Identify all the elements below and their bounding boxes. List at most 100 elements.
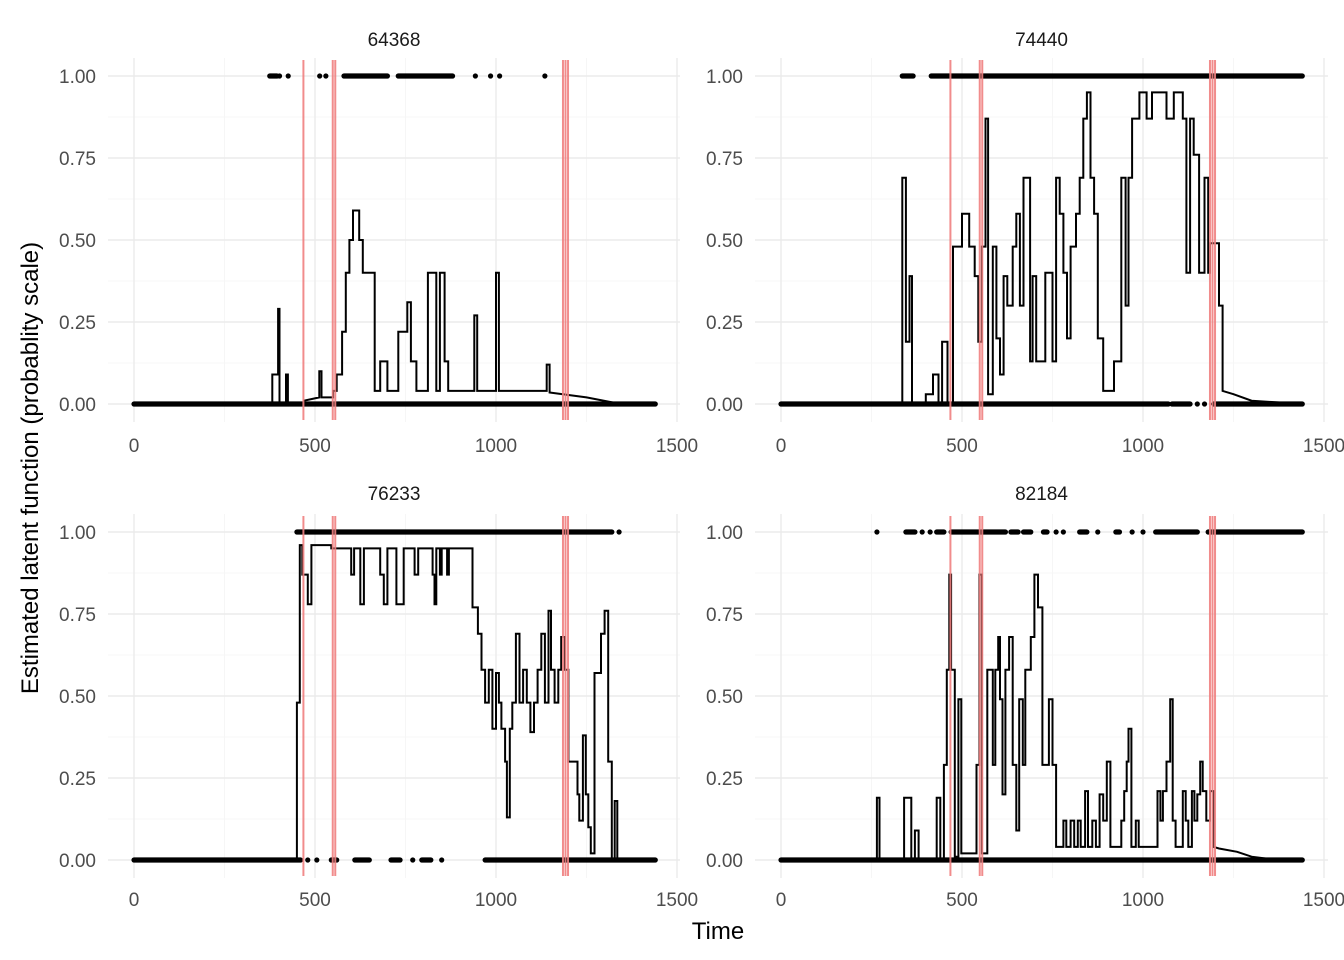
x-axis-title: Time (692, 918, 744, 945)
x-tick-label: 500 (299, 890, 331, 911)
x-tick-label: 500 (946, 436, 978, 457)
point-y1 (919, 529, 925, 535)
point-y0-run (419, 857, 434, 863)
point-y1-run (934, 529, 947, 535)
y-tick-label: 0.00 (59, 395, 96, 416)
point-y1 (276, 73, 283, 79)
x-tick-label: 1000 (475, 436, 517, 457)
point-y1-run (1040, 529, 1050, 535)
point-y0-run (778, 401, 1171, 407)
point-y1-run (948, 529, 1009, 535)
point-y1-run (1077, 529, 1090, 535)
point-y1 (1095, 529, 1101, 535)
y-tick-label: 0.25 (706, 313, 743, 334)
point-y1 (616, 529, 622, 535)
panel-82184: 82184 0.00 0.25 0.50 0.75 1.00 0 500 1000 1500 (706, 484, 1344, 911)
panel-title: 76233 (368, 484, 421, 505)
point-y1-run (1020, 529, 1034, 535)
point-y1-run (341, 73, 390, 79)
point-y1 (1053, 529, 1059, 535)
point-y0-run (388, 857, 403, 863)
x-tick-label: 0 (776, 890, 787, 911)
point-y0 (410, 857, 416, 863)
y-tick-label: 0.50 (706, 231, 743, 252)
point-y0-run (1169, 401, 1193, 407)
x-tick-label: 500 (946, 890, 978, 911)
point-y1-run (1008, 529, 1021, 535)
point-y1-run (267, 73, 280, 79)
point-y1-run (1205, 529, 1305, 535)
point-y0-run (352, 857, 372, 863)
y-tick-label: 0.00 (706, 395, 743, 416)
y-tick-label: 0.00 (59, 851, 96, 872)
point-y1 (472, 73, 478, 79)
latent-function-line (134, 544, 656, 861)
point-y1-run (899, 73, 916, 79)
y-tick-label: 0.50 (59, 231, 96, 252)
y-tick-label: 1.00 (59, 67, 96, 88)
latent-function-line (781, 91, 1303, 405)
point-y0 (314, 857, 320, 863)
point-y0 (305, 857, 311, 863)
observation-points (778, 529, 1305, 863)
point-y1 (285, 73, 291, 79)
panel-64368: 64368 0.00 0.25 0.50 0.75 1.00 0 500 1000 1500 (59, 30, 698, 457)
point-y1 (497, 73, 503, 79)
point-y1-run (903, 529, 918, 535)
y-tick-label: 1.00 (706, 67, 743, 88)
y-tick-label: 1.00 (706, 523, 743, 544)
point-y1 (1060, 529, 1066, 535)
point-y1 (1129, 529, 1135, 535)
panel-74440: 74440 0.00 0.25 0.50 0.75 1.00 0 500 1000 1500 (706, 30, 1344, 457)
x-tick-label: 1000 (1122, 436, 1164, 457)
y-tick-label: 0.50 (706, 687, 743, 708)
point-y0 (1194, 401, 1200, 407)
y-tick-label: 1.00 (59, 523, 96, 544)
point-y1 (323, 73, 329, 79)
x-tick-label: 1500 (1303, 436, 1344, 457)
point-y1 (487, 73, 494, 79)
point-y1-run (928, 73, 1305, 79)
point-y1-run (294, 529, 615, 535)
x-tick-label: 1000 (1122, 890, 1164, 911)
point-y1 (317, 73, 323, 79)
y-axis-title: Estimated latent function (probablity sc… (17, 242, 44, 694)
x-tick-label: 500 (299, 436, 331, 457)
point-y0-run (131, 401, 658, 407)
point-y1 (542, 73, 548, 79)
y-tick-label: 0.00 (706, 851, 743, 872)
y-tick-label: 0.75 (59, 149, 96, 170)
y-tick-label: 0.25 (59, 313, 96, 334)
x-tick-label: 1500 (1303, 890, 1344, 911)
x-tick-label: 1500 (656, 890, 698, 911)
point-y1 (1140, 529, 1146, 535)
y-tick-label: 0.25 (59, 769, 96, 790)
y-tick-label: 0.50 (59, 687, 96, 708)
point-y1-run (395, 73, 456, 79)
point-y1 (927, 529, 933, 535)
x-tick-label: 0 (129, 890, 140, 911)
point-y0-run (778, 857, 1305, 863)
point-y0-run (328, 857, 340, 863)
y-tick-label: 0.75 (59, 605, 96, 626)
y-tick-label: 0.75 (706, 149, 743, 170)
y-tick-label: 0.25 (706, 769, 743, 790)
panel-title: 64368 (368, 30, 421, 51)
observation-points (131, 73, 658, 407)
point-y1 (874, 529, 880, 535)
x-tick-label: 0 (129, 436, 140, 457)
point-y1-run (1113, 529, 1123, 535)
panel-title: 74440 (1015, 30, 1068, 51)
point-y0 (439, 857, 445, 863)
y-tick-label: 0.75 (706, 605, 743, 626)
panel-title: 82184 (1015, 484, 1068, 505)
x-tick-label: 1000 (475, 890, 517, 911)
panel-76233: 76233 0.00 0.25 0.50 0.75 1.00 0 500 1000 1500 (59, 484, 698, 911)
x-tick-label: 1500 (656, 436, 698, 457)
point-y1-run (1153, 529, 1200, 535)
point-y0 (1201, 401, 1208, 407)
x-tick-label: 0 (776, 436, 787, 457)
latent-function-line (781, 573, 1303, 861)
